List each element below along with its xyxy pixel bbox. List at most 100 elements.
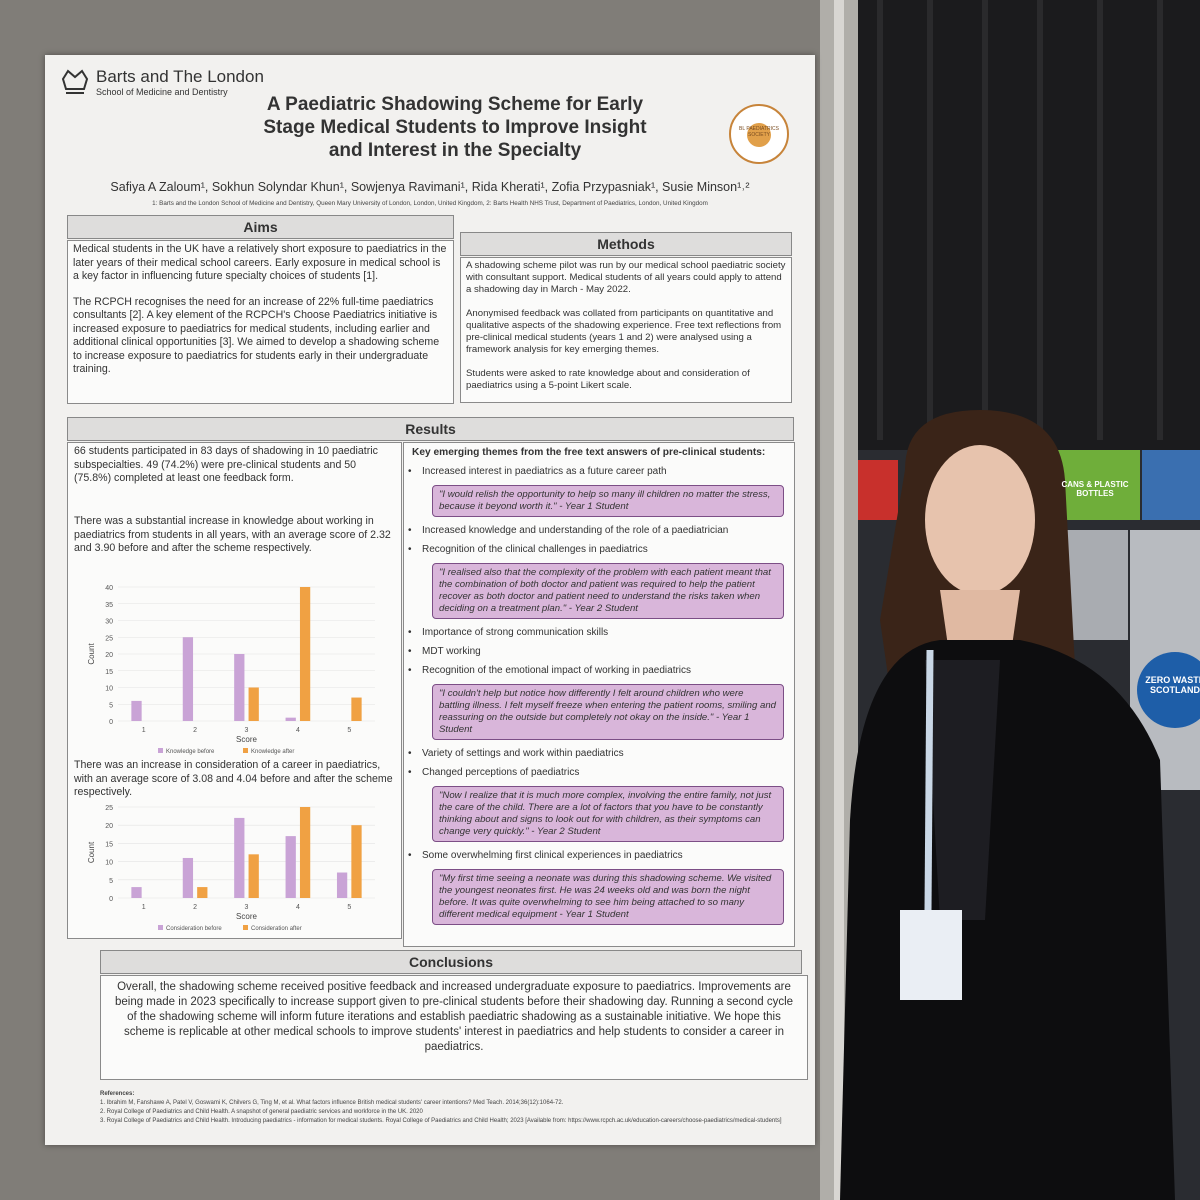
themes-box: Key emerging themes from the free text a… xyxy=(403,442,795,947)
bar xyxy=(234,654,245,721)
theme: Increased knowledge and understanding of… xyxy=(404,525,794,536)
y-tick-label: 35 xyxy=(105,602,113,609)
legend-label: Knowledge after xyxy=(251,749,294,755)
bar xyxy=(234,817,245,898)
top xyxy=(925,660,1000,920)
theme: Some overwhelming first clinical experie… xyxy=(404,850,794,861)
bar xyxy=(197,887,208,898)
quote: "I couldn't help but notice how differen… xyxy=(432,684,784,740)
poster-title: A Paediatric Shadowing Scheme for Early … xyxy=(263,94,647,161)
quote: "My first time seeing a neonate was duri… xyxy=(432,869,784,925)
y-tick-label: 10 xyxy=(105,860,113,867)
bar-chart: 0 5 10 15 20 25 Count 1 2 3 4 5 Score Consideration b… xyxy=(87,805,375,932)
badge-card xyxy=(900,910,962,1000)
x-tick-label: 4 xyxy=(296,727,300,734)
y-tick-label: 20 xyxy=(105,652,113,659)
quote: "I would relish the opportunity to help … xyxy=(432,485,784,517)
society-badge xyxy=(729,104,789,164)
y-tick-label: 0 xyxy=(109,719,113,726)
section-heading: Aims xyxy=(67,215,454,239)
y-axis-label: Count xyxy=(87,643,96,665)
x-tick-label: 1 xyxy=(142,904,146,911)
curtain xyxy=(850,0,1200,460)
cardigan xyxy=(840,640,1175,1200)
bar-chart: 0 5 10 15 20 25 30 35 40 Count 1 2 3 4 5 Score Knowledge… xyxy=(87,585,375,755)
face xyxy=(925,445,1035,595)
legend-label: Consideration after xyxy=(251,926,302,932)
x-axis-label: Score xyxy=(236,912,257,921)
theme: Importance of strong communication skill… xyxy=(404,627,794,638)
methods-box: A shadowing scheme pilot was run by our … xyxy=(460,257,792,403)
x-axis-label: Score xyxy=(236,735,257,744)
legend-swatch xyxy=(158,748,163,753)
legend-label: Consideration before xyxy=(166,926,222,932)
y-axis-label: Count xyxy=(87,841,96,863)
y-tick-label: 0 xyxy=(109,896,113,903)
bar xyxy=(248,687,259,721)
y-tick-label: 5 xyxy=(109,702,113,709)
bar xyxy=(336,872,348,898)
y-tick-label: 30 xyxy=(105,619,113,626)
bar xyxy=(285,836,296,898)
results-text: There was an increase in consideration o… xyxy=(74,759,393,798)
x-tick-label: 3 xyxy=(245,727,249,734)
references-heading: References: xyxy=(100,1091,135,1097)
paragraph: Anonymised feedback was collated from pa… xyxy=(466,308,782,355)
institution: Barts and The London xyxy=(96,67,264,86)
results-text: 66 students participated in 83 days of s… xyxy=(74,445,378,484)
bin-sign: CANS & PLASTIC BOTTLES xyxy=(1061,480,1129,498)
theme: Recognition of the clinical challenges i… xyxy=(404,544,794,555)
y-tick-label: 25 xyxy=(105,635,113,642)
zero-waste-sign: ZERO WASTE SCOTLAND xyxy=(1145,675,1200,695)
results-left: 66 students participated in 83 days of s… xyxy=(67,442,402,939)
quote: "I realised also that the complexity of … xyxy=(432,563,784,619)
conclusions-box: Overall, the shadowing scheme received p… xyxy=(100,975,808,1080)
x-tick-label: 4 xyxy=(296,904,300,911)
y-tick-label: 40 xyxy=(105,585,113,592)
paragraph: The RCPCH recognises the need for an inc… xyxy=(73,295,440,376)
section-heading: Methods xyxy=(460,232,792,256)
x-tick-label: 5 xyxy=(347,904,351,911)
logo: Barts and The London School of Medicine … xyxy=(60,67,300,97)
theme: Recognition of the emotional impact of w… xyxy=(404,665,794,676)
bar xyxy=(131,700,142,721)
paragraph: Medical students in the UK have a relati… xyxy=(73,243,447,282)
legend-swatch xyxy=(243,925,248,930)
badge-text: BL PAEDIATRICS SOCIETY xyxy=(739,126,779,138)
y-tick-label: 15 xyxy=(105,841,113,848)
reference: 3. Royal College of Paediatrics and Chil… xyxy=(100,1118,782,1124)
legend-swatch xyxy=(243,748,248,753)
authors: Safiya A Zaloum¹, Sokhun Solyndar Khun¹,… xyxy=(110,180,750,194)
results-text: There was a substantial increase in know… xyxy=(74,515,391,554)
quote: "Now I realize that it is much more comp… xyxy=(432,786,784,842)
legend-swatch xyxy=(158,925,163,930)
affiliations: 1: Barts and the London School of Medici… xyxy=(152,200,708,207)
bin-red xyxy=(858,460,898,520)
aims-box: Medical students in the UK have a relati… xyxy=(67,240,454,404)
bar xyxy=(351,825,362,898)
theme: Variety of settings and work within paed… xyxy=(404,748,794,759)
curtain-folds xyxy=(877,0,1163,440)
poster: Barts and The London School of Medicine … xyxy=(45,55,815,1145)
x-tick-label: 2 xyxy=(193,727,197,734)
theme: MDT working xyxy=(404,646,794,657)
bar xyxy=(131,887,142,898)
reference: 2. Royal College of Paediatrics and Chil… xyxy=(100,1109,423,1115)
y-tick-label: 25 xyxy=(105,805,113,812)
board-frame xyxy=(834,0,844,1200)
section-heading: Results xyxy=(67,417,794,441)
bar xyxy=(182,637,194,721)
y-tick-label: 10 xyxy=(105,686,113,693)
bar xyxy=(182,857,194,898)
paragraph: A shadowing scheme pilot was run by our … xyxy=(466,260,786,295)
zero-waste-logo xyxy=(1137,652,1200,728)
legend-label: Knowledge before xyxy=(166,749,215,755)
theme: Increased interest in paediatrics as a f… xyxy=(404,466,794,477)
crest xyxy=(61,69,89,94)
bin-blue xyxy=(1142,450,1200,520)
themes-heading: Key emerging themes from the free text a… xyxy=(412,447,766,458)
bar xyxy=(351,697,362,721)
references: References: 1. Ibrahim M, Fanshawe A, Pa… xyxy=(100,1090,800,1126)
bar xyxy=(299,807,311,898)
school: School of Medicine and Dentistry xyxy=(96,87,228,97)
